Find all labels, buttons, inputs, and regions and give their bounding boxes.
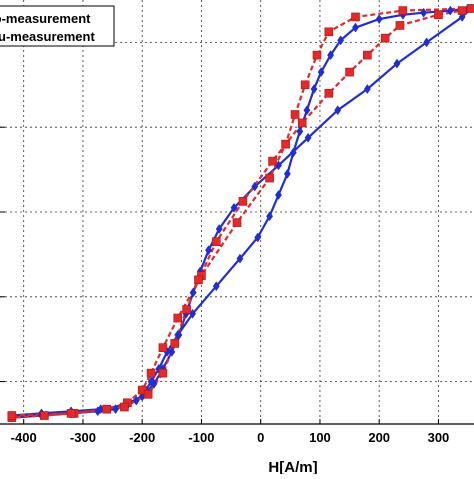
legend-box (0, 5, 115, 47)
data-point-diamond (212, 281, 220, 292)
data-point-diamond (251, 181, 259, 192)
data-point-square (300, 80, 310, 90)
data-point-diamond (275, 190, 282, 200)
x-tick-label: 300 (428, 430, 450, 445)
data-point-square (211, 237, 221, 246)
series-line-1-ascending (11, 9, 463, 417)
data-point-diamond (132, 395, 140, 406)
x-tick-label: -400 (11, 430, 37, 445)
data-point-square (457, 6, 467, 15)
data-point-diamond (296, 126, 304, 137)
data-point-diamond (375, 14, 383, 25)
x-tick-label: -300 (70, 430, 96, 445)
data-point-square (351, 12, 360, 22)
x-axis-label: H[A/m] (268, 459, 317, 474)
markers (7, 3, 474, 423)
data-point-diamond (363, 84, 371, 94)
data-point-square (324, 27, 334, 37)
data-point-square (434, 10, 443, 20)
data-point-diamond (352, 22, 359, 33)
data-point-square (363, 50, 372, 60)
series-line-1-descending (11, 7, 472, 419)
legend-item-manu: Manu-measurement (0, 29, 95, 44)
data-point-square (312, 50, 322, 60)
data-point-square (66, 409, 76, 418)
data-point-square (158, 343, 168, 352)
data-point-diamond (254, 232, 262, 243)
grid (0, 0, 474, 424)
data-point-diamond (189, 287, 197, 298)
data-point-diamond (446, 5, 454, 16)
data-point-diamond (327, 50, 335, 61)
curves (11, 7, 472, 419)
x-tick-label: -200 (129, 430, 155, 445)
legend: Auto-measurement Manu-measurement (0, 5, 115, 47)
data-point-diamond (215, 224, 223, 234)
data-point-diamond (266, 211, 274, 222)
data-point-diamond (337, 35, 345, 46)
data-point-diamond (112, 404, 119, 415)
data-point-square (281, 139, 290, 149)
data-point-square (466, 4, 474, 13)
data-point-square (170, 339, 180, 348)
series-line-0-descending (11, 7, 469, 419)
data-point-square (194, 275, 203, 285)
x-tick-label: -100 (188, 430, 214, 445)
data-point-diamond (303, 105, 311, 116)
data-point-square (40, 411, 49, 420)
data-point-square (182, 305, 191, 314)
data-point-square (146, 368, 156, 378)
x-tick-label: 200 (368, 430, 390, 445)
data-point-square (238, 197, 248, 206)
data-point-square (120, 402, 129, 412)
data-point-diamond (304, 132, 312, 143)
data-point-diamond (423, 37, 431, 48)
data-point-square (290, 110, 300, 119)
data-point-diamond (283, 168, 291, 179)
data-point-square (395, 21, 405, 30)
data-point-square (143, 390, 153, 399)
data-point-square (297, 118, 307, 128)
axes: -400 -300 -200 -100 0 100 200 300 (0, 41, 474, 445)
data-point-square (232, 218, 242, 227)
data-point-diamond (310, 84, 318, 94)
data-point-diamond (420, 7, 428, 18)
data-point-square (380, 33, 390, 43)
data-point-diamond (230, 202, 238, 213)
data-point-diamond (317, 67, 325, 78)
x-tick-label: 0 (257, 430, 264, 445)
data-point-diamond (334, 105, 342, 116)
data-point-diamond (289, 147, 297, 158)
data-point-diamond (150, 378, 158, 389)
data-point-square (324, 88, 334, 98)
data-point-diamond (168, 346, 176, 357)
legend-item-auto: Auto-measurement (0, 11, 91, 26)
data-point-square (102, 404, 111, 414)
data-point-square (173, 313, 183, 323)
data-point-square (268, 156, 277, 166)
data-point-diamond (236, 253, 244, 264)
data-point-diamond (393, 58, 401, 69)
data-point-diamond (205, 245, 213, 256)
data-point-square (7, 411, 17, 420)
x-tick-label: 100 (309, 430, 331, 445)
data-point-square (158, 368, 168, 378)
data-point-square (265, 173, 274, 183)
data-point-square (345, 67, 354, 77)
data-point-square (398, 6, 408, 15)
